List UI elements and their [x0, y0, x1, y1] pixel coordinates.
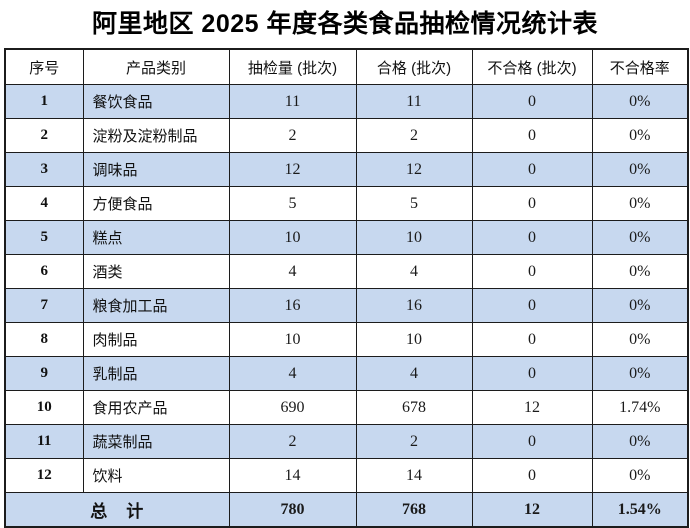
table-row: 1 餐饮食品 11 11 0 0%	[4, 84, 689, 119]
total-unqualified: 12	[471, 492, 593, 528]
header-category: 产品类别	[82, 48, 230, 85]
row-sampled: 10	[228, 220, 357, 255]
table-row: 3 调味品 12 12 0 0%	[4, 152, 689, 187]
total-sampled: 780	[228, 492, 357, 528]
row-qualified: 2	[355, 118, 473, 153]
row-category: 方便食品	[82, 186, 230, 221]
total-qualified: 768	[355, 492, 473, 528]
row-sampled: 2	[228, 118, 357, 153]
row-serial: 7	[4, 288, 84, 323]
page-title: 阿里地区 2025 年度各类食品抽检情况统计表	[91, 10, 598, 38]
row-category: 蔬菜制品	[82, 424, 230, 459]
food-inspection-table: 序号 产品类别 抽检量 (批次) 合格 (批次) 不合格 (批次) 不合格率 1…	[4, 48, 689, 528]
row-unqualified: 0	[471, 356, 593, 391]
header-sampled: 抽检量 (批次)	[228, 48, 357, 85]
row-sampled: 14	[228, 458, 357, 493]
row-unqualified: 12	[471, 390, 593, 425]
row-fail-rate: 0%	[591, 458, 689, 493]
table-row: 10 食用农产品 690 678 12 1.74%	[4, 390, 689, 425]
table-row: 11 蔬菜制品 2 2 0 0%	[4, 424, 689, 459]
row-serial: 4	[4, 186, 84, 221]
table-row: 2 淀粉及淀粉制品 2 2 0 0%	[4, 118, 689, 153]
row-category: 调味品	[82, 152, 230, 187]
table-row: 12 饮料 14 14 0 0%	[4, 458, 689, 493]
row-category: 乳制品	[82, 356, 230, 391]
row-fail-rate: 1.74%	[591, 390, 689, 425]
row-sampled: 11	[228, 84, 357, 119]
row-serial: 9	[4, 356, 84, 391]
row-fail-rate: 0%	[591, 220, 689, 255]
row-fail-rate: 0%	[591, 84, 689, 119]
row-unqualified: 0	[471, 424, 593, 459]
row-qualified: 16	[355, 288, 473, 323]
row-fail-rate: 0%	[591, 356, 689, 391]
row-serial: 3	[4, 152, 84, 187]
row-sampled: 2	[228, 424, 357, 459]
table-row: 8 肉制品 10 10 0 0%	[4, 322, 689, 357]
row-fail-rate: 0%	[591, 288, 689, 323]
row-unqualified: 0	[471, 84, 593, 119]
total-fail-rate: 1.54%	[591, 492, 689, 528]
row-unqualified: 0	[471, 458, 593, 493]
row-unqualified: 0	[471, 220, 593, 255]
header-qualified: 合格 (批次)	[355, 48, 473, 85]
table-row: 9 乳制品 4 4 0 0%	[4, 356, 689, 391]
row-fail-rate: 0%	[591, 322, 689, 357]
row-qualified: 11	[355, 84, 473, 119]
row-sampled: 16	[228, 288, 357, 323]
row-unqualified: 0	[471, 254, 593, 289]
row-sampled: 5	[228, 186, 357, 221]
total-label: 总 计	[4, 492, 230, 528]
header-unqualified: 不合格 (批次)	[471, 48, 593, 85]
row-qualified: 14	[355, 458, 473, 493]
row-serial: 5	[4, 220, 84, 255]
row-category: 淀粉及淀粉制品	[82, 118, 230, 153]
row-qualified: 10	[355, 322, 473, 357]
row-qualified: 678	[355, 390, 473, 425]
row-category: 肉制品	[82, 322, 230, 357]
row-serial: 8	[4, 322, 84, 357]
table-row: 4 方便食品 5 5 0 0%	[4, 186, 689, 221]
table-row: 6 酒类 4 4 0 0%	[4, 254, 689, 289]
table-row: 7 粮食加工品 16 16 0 0%	[4, 288, 689, 323]
row-unqualified: 0	[471, 288, 593, 323]
row-category: 酒类	[82, 254, 230, 289]
row-fail-rate: 0%	[591, 186, 689, 221]
row-sampled: 12	[228, 152, 357, 187]
header-row: 序号 产品类别 抽检量 (批次) 合格 (批次) 不合格 (批次) 不合格率	[4, 48, 689, 85]
row-serial: 1	[4, 84, 84, 119]
row-sampled: 4	[228, 356, 357, 391]
table-row: 5 糕点 10 10 0 0%	[4, 220, 689, 255]
row-unqualified: 0	[471, 118, 593, 153]
row-category: 食用农产品	[82, 390, 230, 425]
row-serial: 10	[4, 390, 84, 425]
row-serial: 6	[4, 254, 84, 289]
row-qualified: 12	[355, 152, 473, 187]
row-fail-rate: 0%	[591, 118, 689, 153]
row-serial: 2	[4, 118, 84, 153]
row-unqualified: 0	[471, 186, 593, 221]
row-serial: 11	[4, 424, 84, 459]
row-qualified: 10	[355, 220, 473, 255]
row-qualified: 2	[355, 424, 473, 459]
row-serial: 12	[4, 458, 84, 493]
row-category: 餐饮食品	[82, 84, 230, 119]
row-qualified: 5	[355, 186, 473, 221]
row-sampled: 4	[228, 254, 357, 289]
row-qualified: 4	[355, 356, 473, 391]
row-sampled: 10	[228, 322, 357, 357]
row-category: 糕点	[82, 220, 230, 255]
row-category: 饮料	[82, 458, 230, 493]
row-fail-rate: 0%	[591, 152, 689, 187]
total-row: 总 计 780 768 12 1.54%	[4, 492, 689, 528]
row-unqualified: 0	[471, 322, 593, 357]
row-qualified: 4	[355, 254, 473, 289]
row-category: 粮食加工品	[82, 288, 230, 323]
row-unqualified: 0	[471, 152, 593, 187]
header-serial: 序号	[4, 48, 84, 85]
row-fail-rate: 0%	[591, 254, 689, 289]
row-fail-rate: 0%	[591, 424, 689, 459]
header-fail-rate: 不合格率	[591, 48, 689, 85]
row-sampled: 690	[228, 390, 357, 425]
